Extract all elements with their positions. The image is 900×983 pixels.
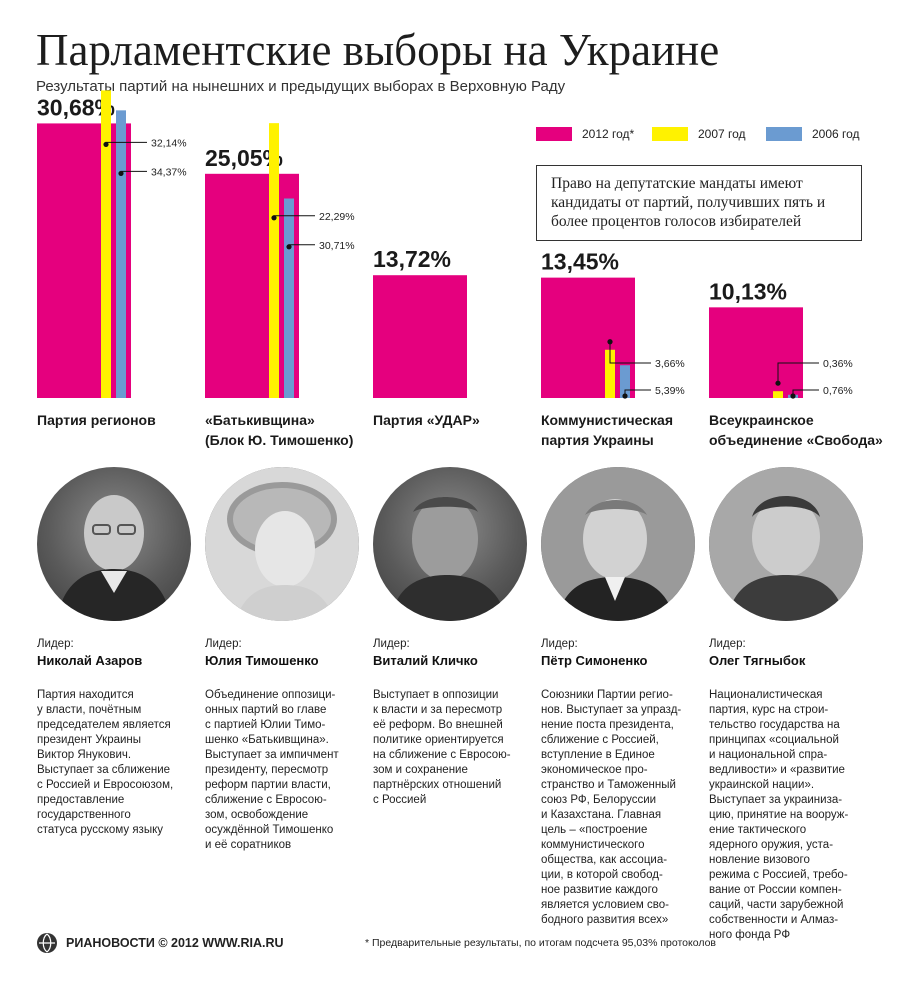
party-description: Объединение оппозици- онных партий во гл…: [205, 689, 339, 851]
callout-label-2006: 3,66%: [655, 358, 685, 370]
party-label-line: «Батькивщина»: [205, 412, 315, 428]
callout-label-2007: 5,39%: [655, 385, 685, 397]
legend-label-2006: 2006 год: [812, 127, 860, 141]
leader-caption: Лидер:: [373, 638, 410, 650]
page-title: Парламентские выборы на Украине: [36, 25, 720, 75]
bar-2006: [620, 365, 630, 398]
callout-label-2007: 30,71%: [319, 240, 355, 252]
leader-block-klitschko: Лидер: Виталий Кличко Выступает в оппози…: [373, 638, 533, 808]
party-label-communist: Коммунистическая партия Украины: [541, 410, 673, 450]
footer-logo-text: РИАНОВОСТИ © 2012 WWW.RIA.RU: [66, 936, 284, 950]
callout-label-2006-leader-line: [273, 215, 315, 218]
callout-label-2007: 0,76%: [823, 385, 853, 397]
bar-2012: [709, 307, 803, 398]
legend-item-2012: 2012 год*: [536, 127, 634, 141]
legend-label-2012: 2012 год*: [582, 127, 635, 141]
party-label-line: Коммунистическая: [541, 412, 674, 428]
callout-label-2006: 32,14%: [151, 137, 187, 149]
bar-2007: [101, 90, 111, 399]
party-label-line: объединение «Свобода»: [709, 432, 883, 448]
leader-name: Юлия Тимошенко: [205, 653, 319, 668]
bar-2006: [116, 110, 126, 399]
bar-chart: 30,68%32,14%34,37%25,05%22,29%30,71%13,7…: [37, 90, 853, 399]
party-label-line: Всеукраинское: [709, 412, 814, 428]
legend-swatch-2007: [652, 127, 688, 141]
bar-2006: [284, 198, 294, 398]
portrait-silhouette: [391, 497, 507, 621]
bar-2007: [605, 349, 615, 398]
party-description: Партия находится у власти, почётным пред…: [37, 689, 174, 836]
leader-caption: Лидер:: [541, 638, 578, 650]
globe-icon: [37, 933, 57, 953]
leader-name: Виталий Кличко: [373, 653, 478, 668]
callout-label-2007-leader-line: [792, 389, 819, 396]
portrait-silhouette: [205, 467, 359, 621]
callout-label-2006-leader-line: [777, 362, 819, 384]
party-description: Националистическая партия, курс на строи…: [709, 689, 849, 941]
legend-item-2007: 2007 год: [652, 127, 746, 141]
leader-caption: Лидер:: [37, 638, 74, 650]
footnote: * Предварительные результаты, по итогам …: [365, 937, 716, 949]
callout-label-2007: 34,37%: [151, 166, 187, 178]
party-label-line: Партия «УДАР»: [373, 412, 480, 428]
callout-label-2006: 0,36%: [823, 358, 853, 370]
leader-name: Пётр Симоненко: [541, 653, 648, 668]
leader-name: Николай Азаров: [37, 653, 143, 668]
callout-label-2006: 22,29%: [319, 211, 355, 223]
legend-label-2007: 2007 год: [698, 127, 746, 141]
bar-value-label-2012: 13,45%: [541, 249, 619, 275]
bar-2012: [541, 277, 635, 398]
leader-block-azarov: Лидер: Николай Азаров Партия находится у…: [37, 638, 197, 838]
party-label-batkivshchyna: «Батькивщина» (Блок Ю. Тимошенко): [205, 410, 353, 450]
callout-label-2007-leader-line: [624, 389, 651, 396]
leader-photo-tyahnybok: [709, 467, 863, 621]
bar-2012: [205, 173, 299, 398]
portrait-silhouette: [57, 495, 171, 621]
leader-caption: Лидер:: [709, 638, 746, 650]
callout-label-2006-leader-line: [105, 141, 147, 145]
legend-item-2006: 2006 год: [766, 127, 860, 141]
leader-block-tyahnybok: Лидер: Олег Тягныбок Националистическая …: [709, 638, 879, 943]
threshold-note: Право на депутатские мандаты имеют канди…: [536, 165, 862, 241]
page-subtitle: Результаты партий на нынешних и предыдущ…: [36, 78, 566, 95]
party-description: Союзники Партии регио- нов. Выступает за…: [541, 689, 682, 926]
party-description: Выступает в оппозиции к власти и за пере…: [373, 689, 511, 806]
callout-label-2007-leader-line: [120, 170, 147, 174]
bar-2007: [269, 123, 279, 398]
portrait-silhouette: [541, 467, 695, 621]
callout-label-2007-leader-line: [288, 244, 315, 247]
party-label-line: (Блок Ю. Тимошенко): [205, 432, 354, 448]
legend-swatch-2006: [766, 127, 802, 141]
bar-value-label-2012: 10,13%: [709, 278, 787, 304]
bar-2012: [37, 123, 131, 398]
leader-photo-symonenko: [541, 467, 695, 621]
leader-photo-tymoshenko: [205, 467, 359, 621]
party-label-line: Партия регионов: [37, 412, 156, 428]
party-label-line: партия Украины: [541, 432, 654, 448]
leader-block-tymoshenko: Лидер: Юлия Тимошенко Объединение оппози…: [205, 638, 365, 853]
leader-block-symonenko: Лидер: Пётр Симоненко Союзники Партии ре…: [541, 638, 701, 928]
portrait-silhouette: [709, 467, 863, 621]
legend-swatch-2012: [536, 127, 572, 141]
bar-value-label-2012: 13,72%: [373, 246, 451, 272]
leader-photo-azarov: [37, 467, 191, 621]
party-label-svoboda: Всеукраинское объединение «Свобода»: [709, 410, 883, 450]
bar-2012: [373, 275, 467, 398]
callout-label-2006-leader-line: [609, 341, 651, 364]
bar-2007: [773, 391, 783, 398]
ria-novosti-logo: РИАНОВОСТИ © 2012 WWW.RIA.RU: [36, 932, 284, 954]
leader-name: Олег Тягныбок: [709, 653, 806, 668]
party-label-udar: Партия «УДАР»: [373, 410, 480, 430]
leader-photo-klitschko: [373, 467, 527, 621]
party-label-regions: Партия регионов: [37, 410, 156, 430]
leader-caption: Лидер:: [205, 638, 242, 650]
